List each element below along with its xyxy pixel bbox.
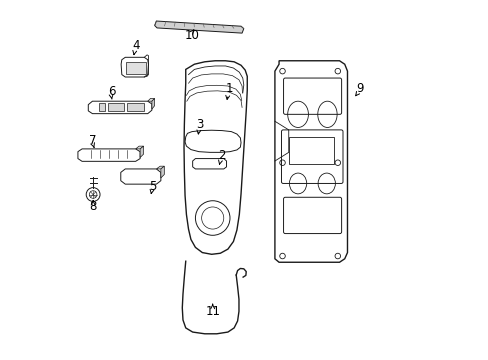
Bar xyxy=(289,137,334,165)
Polygon shape xyxy=(156,166,164,169)
Polygon shape xyxy=(121,57,148,77)
Polygon shape xyxy=(184,130,241,152)
Text: 3: 3 xyxy=(196,118,203,131)
Text: 2: 2 xyxy=(218,149,225,162)
Text: 10: 10 xyxy=(184,29,199,42)
Polygon shape xyxy=(154,21,244,33)
Polygon shape xyxy=(152,98,154,109)
Text: 9: 9 xyxy=(356,82,363,95)
Polygon shape xyxy=(147,98,154,101)
Text: 6: 6 xyxy=(107,85,115,98)
Polygon shape xyxy=(88,101,152,114)
Text: 8: 8 xyxy=(89,201,97,213)
Polygon shape xyxy=(274,61,347,262)
Polygon shape xyxy=(161,166,164,178)
Text: 1: 1 xyxy=(225,82,232,95)
Text: 4: 4 xyxy=(132,39,139,53)
Text: 5: 5 xyxy=(149,180,156,193)
Polygon shape xyxy=(127,103,143,111)
Polygon shape xyxy=(135,146,143,149)
Polygon shape xyxy=(183,61,247,254)
Polygon shape xyxy=(99,103,104,111)
Polygon shape xyxy=(121,169,161,184)
Polygon shape xyxy=(108,103,123,111)
Polygon shape xyxy=(78,149,140,161)
Polygon shape xyxy=(140,146,143,158)
Polygon shape xyxy=(192,158,226,169)
Bar xyxy=(126,62,146,74)
Text: 7: 7 xyxy=(89,134,97,147)
Text: 11: 11 xyxy=(205,305,220,318)
